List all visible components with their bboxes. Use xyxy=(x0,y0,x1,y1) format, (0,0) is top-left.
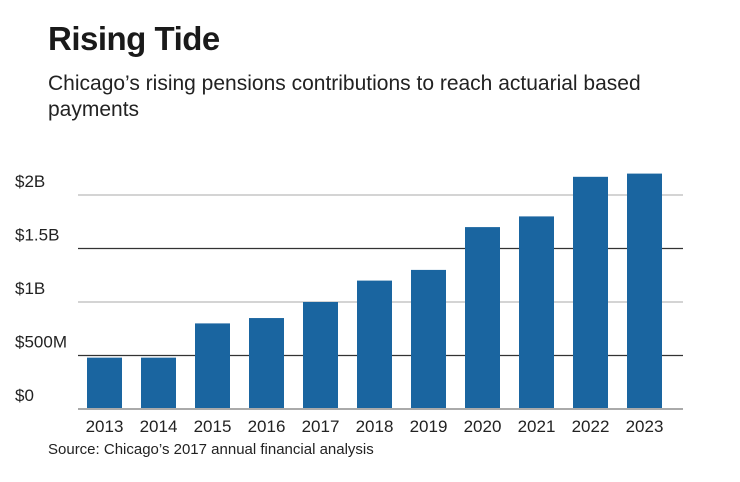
chart-title: Rising Tide xyxy=(48,20,220,57)
bar-2022 xyxy=(573,176,608,409)
x-tick-label: 2019 xyxy=(410,417,448,436)
x-tick-label: 2015 xyxy=(194,417,232,436)
x-tick-label: 2013 xyxy=(86,417,124,436)
bar-2013 xyxy=(87,357,122,409)
y-tick-label: $2B xyxy=(15,172,45,191)
bar-2016 xyxy=(249,318,284,409)
bar-2017 xyxy=(303,302,338,409)
bar-2015 xyxy=(195,323,230,409)
x-tick-label: 2017 xyxy=(302,417,340,436)
x-tick-label: 2016 xyxy=(248,417,286,436)
chart-subtitle: Chicago’s rising pensions contributions … xyxy=(48,72,641,121)
bar-2020 xyxy=(465,227,500,409)
x-tick-label: 2023 xyxy=(626,417,664,436)
x-tick-label: 2014 xyxy=(140,417,178,436)
source-note: Source: Chicago’s 2017 annual financial … xyxy=(48,441,374,458)
bar-2018 xyxy=(357,280,392,409)
y-tick-label: $1.5B xyxy=(15,226,59,245)
bar-2019 xyxy=(411,269,446,409)
bar-2014 xyxy=(141,357,176,409)
bar-2021 xyxy=(519,216,554,409)
x-tick-label: 2020 xyxy=(464,417,502,436)
y-tick-label: $1B xyxy=(15,279,45,298)
x-tick-label: 2022 xyxy=(572,417,610,436)
y-tick-label: $0 xyxy=(15,386,34,405)
y-tick-label: $500M xyxy=(15,333,67,352)
x-tick-label: 2021 xyxy=(518,417,556,436)
bar-2023 xyxy=(627,173,662,409)
x-tick-label: 2018 xyxy=(356,417,394,436)
